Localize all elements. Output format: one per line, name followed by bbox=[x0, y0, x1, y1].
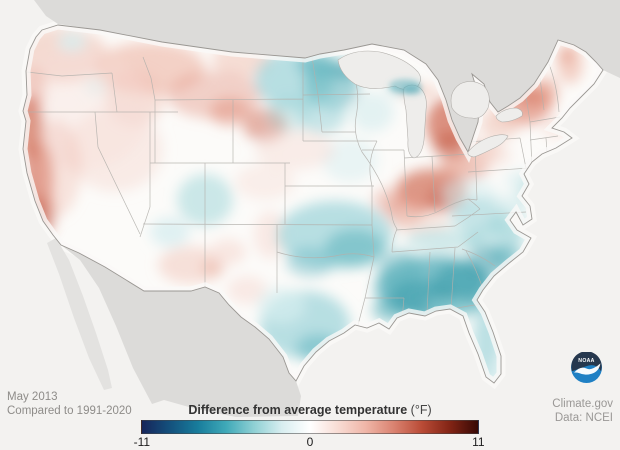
great-lakes bbox=[337, 50, 523, 159]
baja-california-silhouette bbox=[47, 238, 112, 390]
colorbar-ticks: -11 0 11 bbox=[134, 435, 485, 449]
lake-superior-anomaly-tint bbox=[389, 79, 422, 95]
noaa-logo: NOAA bbox=[571, 352, 602, 383]
credit-site: Climate.gov bbox=[552, 398, 613, 410]
noaa-logo-text: NOAA bbox=[578, 358, 594, 364]
noaa-bird-icon bbox=[574, 363, 601, 375]
credit-label: Climate.gov Data: NCEI bbox=[552, 398, 613, 425]
legend-units: (°F) bbox=[410, 403, 432, 417]
tick-min: -11 bbox=[133, 435, 151, 449]
credit-source: Data: NCEI bbox=[554, 411, 613, 424]
period-month: May 2013 bbox=[7, 391, 58, 403]
mexico-silhouette bbox=[61, 245, 301, 417]
period-label: May 2013 Compared to 1991-2020 bbox=[7, 391, 132, 418]
legend-title: Difference from average temperature (°F) bbox=[141, 403, 479, 417]
colorbar-gradient bbox=[141, 420, 479, 434]
noaa-logo-sky bbox=[571, 352, 602, 372]
period-baseline: Compared to 1991-2020 bbox=[7, 404, 132, 417]
legend-title-text: Difference from average temperature bbox=[188, 403, 408, 417]
legend: Difference from average temperature (°F)… bbox=[134, 403, 485, 449]
tick-max: 11 bbox=[472, 435, 485, 449]
lake-ontario bbox=[495, 107, 523, 123]
lake-huron bbox=[450, 81, 490, 119]
state-boundaries bbox=[23, 56, 561, 326]
tick-mid: 0 bbox=[306, 435, 314, 449]
lake-erie bbox=[467, 134, 509, 158]
